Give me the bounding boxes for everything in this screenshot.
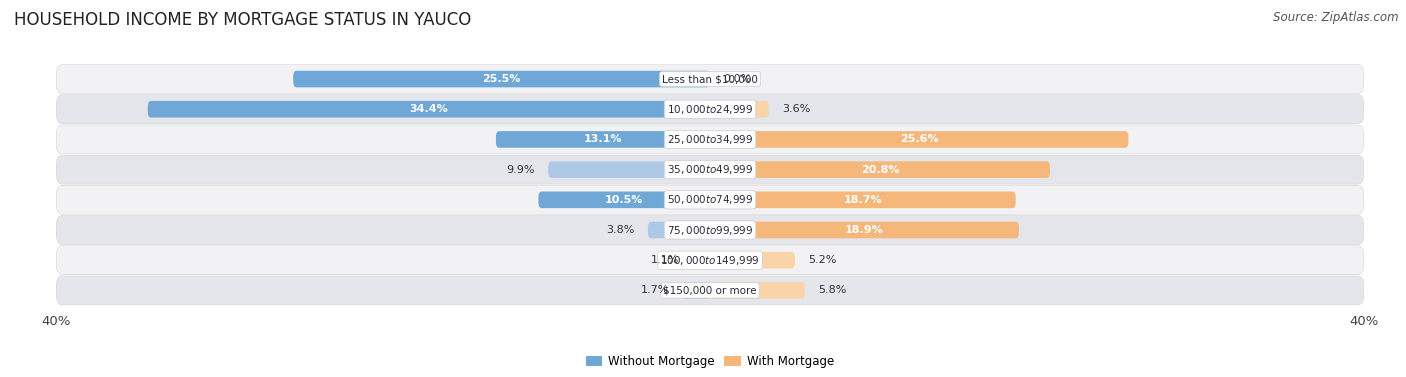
Text: 0.0%: 0.0%: [723, 74, 751, 84]
Text: 10.5%: 10.5%: [605, 195, 644, 205]
Text: HOUSEHOLD INCOME BY MORTGAGE STATUS IN YAUCO: HOUSEHOLD INCOME BY MORTGAGE STATUS IN Y…: [14, 11, 471, 29]
Text: $100,000 to $149,999: $100,000 to $149,999: [661, 254, 759, 267]
Text: 25.5%: 25.5%: [482, 74, 520, 84]
FancyBboxPatch shape: [56, 95, 1364, 124]
FancyBboxPatch shape: [56, 64, 1364, 93]
Text: Source: ZipAtlas.com: Source: ZipAtlas.com: [1274, 11, 1399, 24]
Text: $50,000 to $74,999: $50,000 to $74,999: [666, 193, 754, 206]
FancyBboxPatch shape: [710, 252, 794, 268]
Text: 5.8%: 5.8%: [818, 285, 846, 296]
FancyBboxPatch shape: [710, 222, 1019, 238]
FancyBboxPatch shape: [682, 282, 710, 299]
Text: 1.1%: 1.1%: [651, 255, 679, 265]
Text: 13.1%: 13.1%: [583, 135, 623, 144]
FancyBboxPatch shape: [56, 246, 1364, 275]
FancyBboxPatch shape: [710, 282, 804, 299]
FancyBboxPatch shape: [538, 192, 710, 208]
FancyBboxPatch shape: [710, 161, 1050, 178]
Text: $75,000 to $99,999: $75,000 to $99,999: [666, 224, 754, 236]
FancyBboxPatch shape: [148, 101, 710, 118]
FancyBboxPatch shape: [294, 71, 710, 87]
FancyBboxPatch shape: [710, 131, 1129, 148]
Text: 18.9%: 18.9%: [845, 225, 884, 235]
Text: 25.6%: 25.6%: [900, 135, 939, 144]
Text: 5.2%: 5.2%: [808, 255, 837, 265]
Legend: Without Mortgage, With Mortgage: Without Mortgage, With Mortgage: [581, 351, 839, 373]
FancyBboxPatch shape: [56, 155, 1364, 184]
Text: $35,000 to $49,999: $35,000 to $49,999: [666, 163, 754, 176]
FancyBboxPatch shape: [648, 222, 710, 238]
Text: $25,000 to $34,999: $25,000 to $34,999: [666, 133, 754, 146]
Text: 34.4%: 34.4%: [409, 104, 449, 114]
FancyBboxPatch shape: [496, 131, 710, 148]
Text: $10,000 to $24,999: $10,000 to $24,999: [666, 103, 754, 116]
Text: 3.6%: 3.6%: [782, 104, 810, 114]
FancyBboxPatch shape: [56, 125, 1364, 154]
FancyBboxPatch shape: [710, 192, 1015, 208]
FancyBboxPatch shape: [56, 276, 1364, 305]
Text: 18.7%: 18.7%: [844, 195, 882, 205]
Text: Less than $10,000: Less than $10,000: [662, 74, 758, 84]
FancyBboxPatch shape: [548, 161, 710, 178]
FancyBboxPatch shape: [710, 101, 769, 118]
FancyBboxPatch shape: [56, 216, 1364, 245]
Text: 9.9%: 9.9%: [506, 165, 536, 175]
Text: 1.7%: 1.7%: [641, 285, 669, 296]
Text: $150,000 or more: $150,000 or more: [664, 285, 756, 296]
Text: 20.8%: 20.8%: [860, 165, 900, 175]
FancyBboxPatch shape: [692, 252, 710, 268]
Text: 3.8%: 3.8%: [606, 225, 636, 235]
FancyBboxPatch shape: [56, 185, 1364, 214]
